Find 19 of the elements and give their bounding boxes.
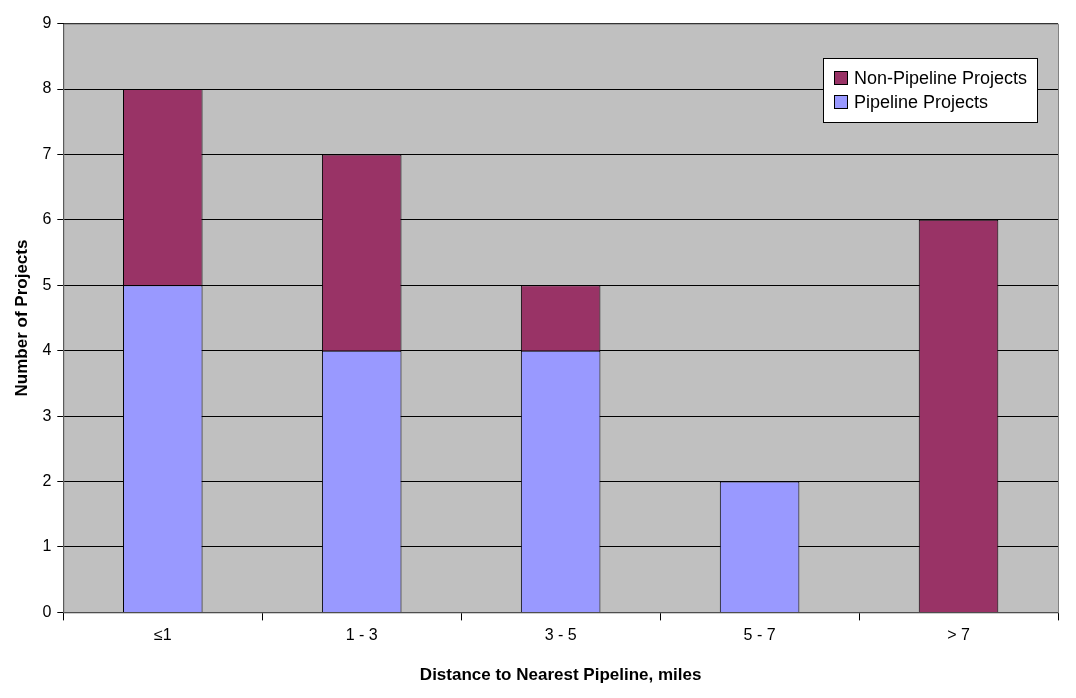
y-tick-label: 3 [42,406,52,424]
y-tick-label: 4 [42,341,52,359]
x-tick-label: ≤1 [153,626,172,644]
y-tick-label: 0 [42,602,52,620]
y-tick-label: 8 [42,79,52,97]
legend-label: Pipeline Projects [853,91,988,113]
y-tick-label: 1 [42,537,52,555]
x-tick-label: 1 - 3 [345,626,378,644]
y-axis-title: Number of Projects [11,239,31,397]
x-tick-label: > 7 [947,626,970,644]
y-tick-label: 2 [42,471,52,489]
legend-label: Non-Pipeline Projects [853,67,1027,89]
y-tick-label: 5 [42,275,52,293]
x-tick-label: 3 - 5 [544,626,577,644]
y-tick-label: 6 [42,210,52,228]
x-axis-title: Distance to Nearest Pipeline, miles [419,665,702,685]
y-tick-label: 7 [42,144,52,162]
x-tick-label: 5 - 7 [743,626,776,644]
y-tick-label: 9 [42,14,52,32]
